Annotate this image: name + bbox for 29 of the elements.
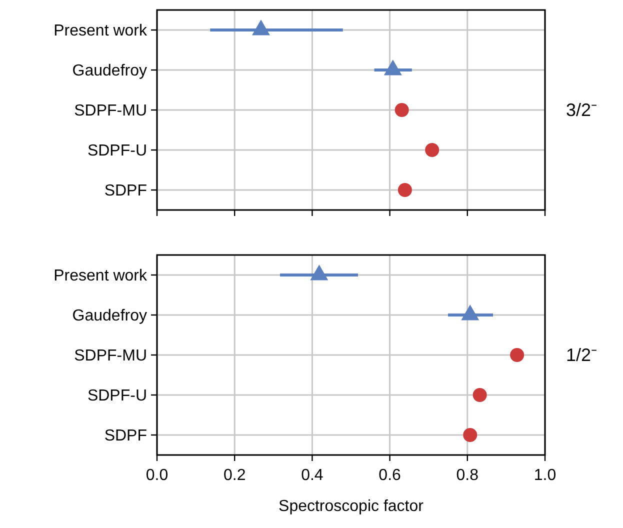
y-tick-label: Gaudefroy — [72, 62, 147, 80]
point — [398, 183, 412, 197]
point — [461, 304, 480, 320]
x-axis-title: Spectroscopic factor — [278, 498, 424, 515]
point — [510, 348, 524, 362]
y-tick-label: SDPF-U — [87, 142, 147, 160]
point — [463, 428, 478, 442]
y-tick-label: Gaudefroy — [72, 308, 147, 324]
x-tick-label: 0.4 — [301, 467, 324, 484]
x-tick-label: 1.0 — [534, 467, 556, 484]
y-tick-label: SDPF-MU — [74, 348, 147, 364]
point — [252, 20, 270, 36]
point — [394, 103, 409, 117]
point — [310, 264, 328, 280]
y-tick-label: SDPF-U — [87, 388, 147, 404]
y-tick-label: SDPF — [104, 182, 148, 200]
y-tick-label: SDPF — [104, 428, 148, 444]
x-tick-label: 0.6 — [378, 467, 402, 484]
x-tick-label: 0.0 — [146, 467, 168, 484]
y-tick-label: Present work — [54, 268, 148, 284]
point — [384, 60, 402, 76]
text: 1/2⁻ — [566, 345, 598, 365]
y-tick-label: Present work — [54, 22, 148, 40]
text: 3/2⁻ — [566, 100, 598, 120]
point — [425, 143, 440, 157]
x-tick-label: 0.8 — [456, 467, 479, 484]
x-tick-label: 0.2 — [223, 467, 246, 484]
y-tick-label: SDPF-MU — [74, 102, 147, 120]
point — [472, 388, 487, 402]
